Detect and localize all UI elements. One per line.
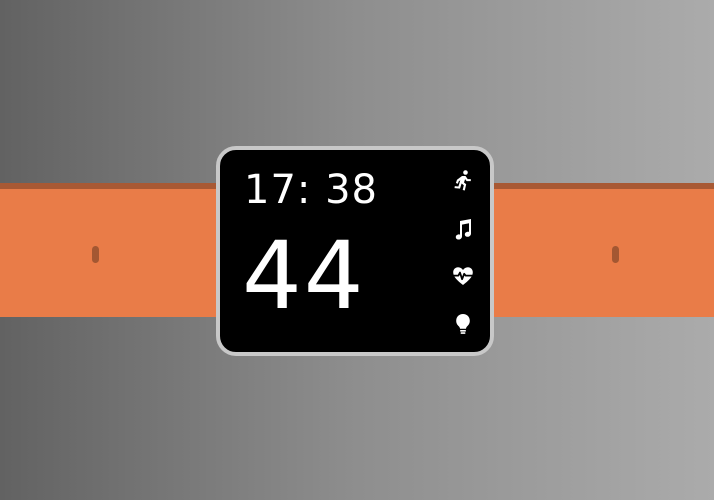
icon-column xyxy=(448,166,478,338)
running-icon[interactable] xyxy=(448,166,478,196)
lightbulb-icon[interactable] xyxy=(448,309,478,339)
strap-hole-right xyxy=(612,246,619,263)
strap-hole-left xyxy=(92,246,99,263)
music-note-icon[interactable] xyxy=(448,214,478,244)
main-value: 44 xyxy=(242,222,366,331)
heart-rate-icon[interactable] xyxy=(448,261,478,291)
time-display: 17: 38 xyxy=(244,167,378,213)
watch-screen: 17: 38 44 xyxy=(216,146,494,356)
